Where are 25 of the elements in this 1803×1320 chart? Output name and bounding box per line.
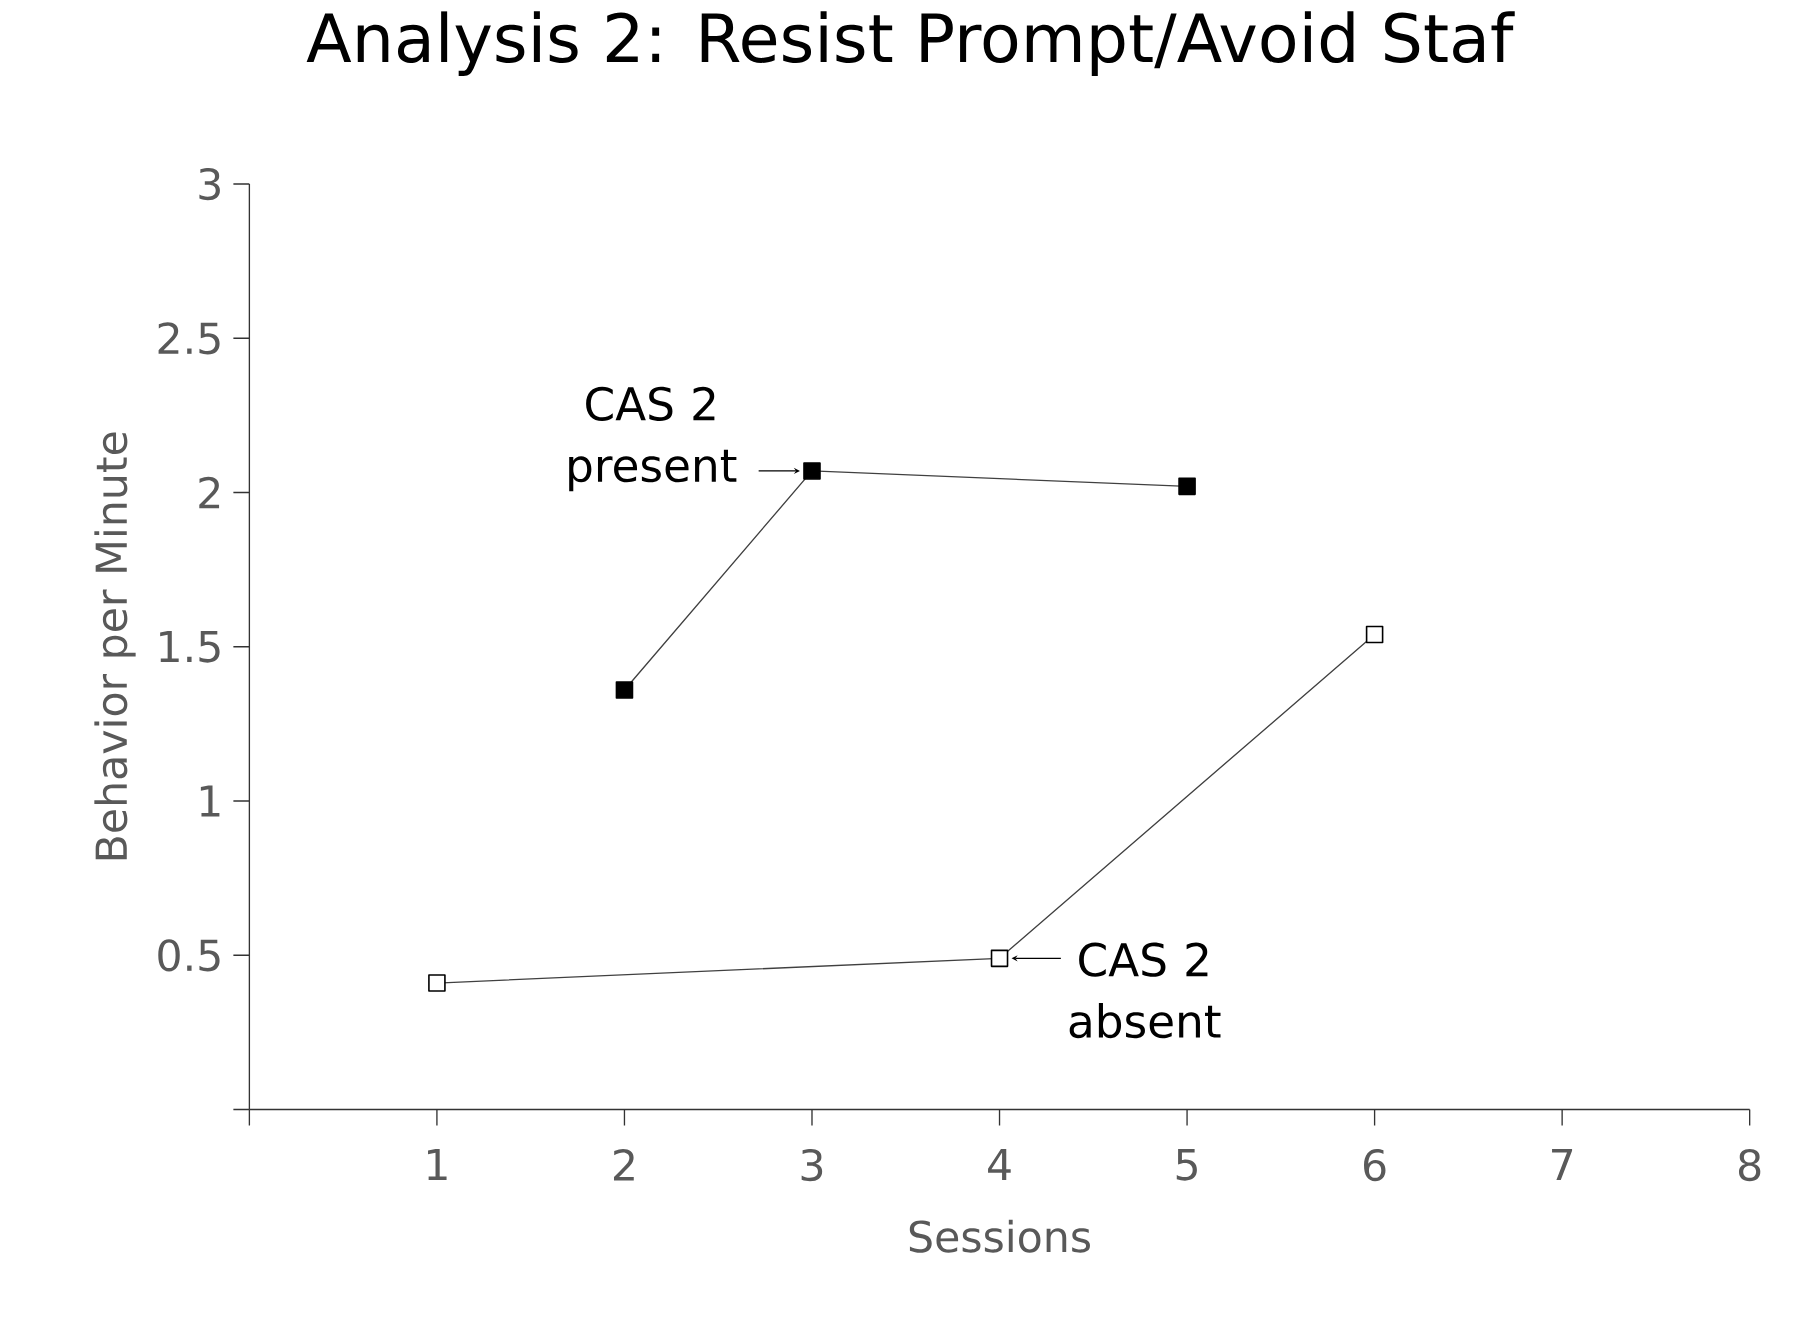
chart-title: Analysis 2: Resist Prompt/Avoid Staf [306,11,1515,76]
y-axis-title: Behavior per Minute [94,432,136,860]
x-tick-label: 4 [988,1148,1011,1180]
y-tick-label: 2 [199,476,220,509]
x-tick-label: 5 [1176,1148,1197,1181]
y-tick-label: 0.5 [158,939,220,972]
point [1178,477,1196,496]
annotation: CAS 2 absent [1069,942,1221,1039]
point [615,681,634,699]
x-tick-label: 8 [1738,1148,1761,1182]
x-tick-label: 2 [614,1148,634,1181]
point [990,949,1009,968]
point [803,462,821,480]
x-tick-label: 1 [428,1148,447,1180]
point [428,974,446,992]
x-tick-label: 3 [801,1148,823,1182]
y-tick-label: 1 [200,785,220,817]
point [1365,625,1384,644]
y-tick-label: 1.5 [160,630,220,663]
y-tick-label: 3 [199,167,220,201]
x-tick-label: 6 [1363,1148,1386,1182]
x-axis-title: Sessions [909,1219,1090,1253]
annotation: CAS 2 present [569,386,737,492]
y-tick-label: 2.5 [158,322,220,355]
x-tick-label: 7 [1552,1148,1573,1180]
